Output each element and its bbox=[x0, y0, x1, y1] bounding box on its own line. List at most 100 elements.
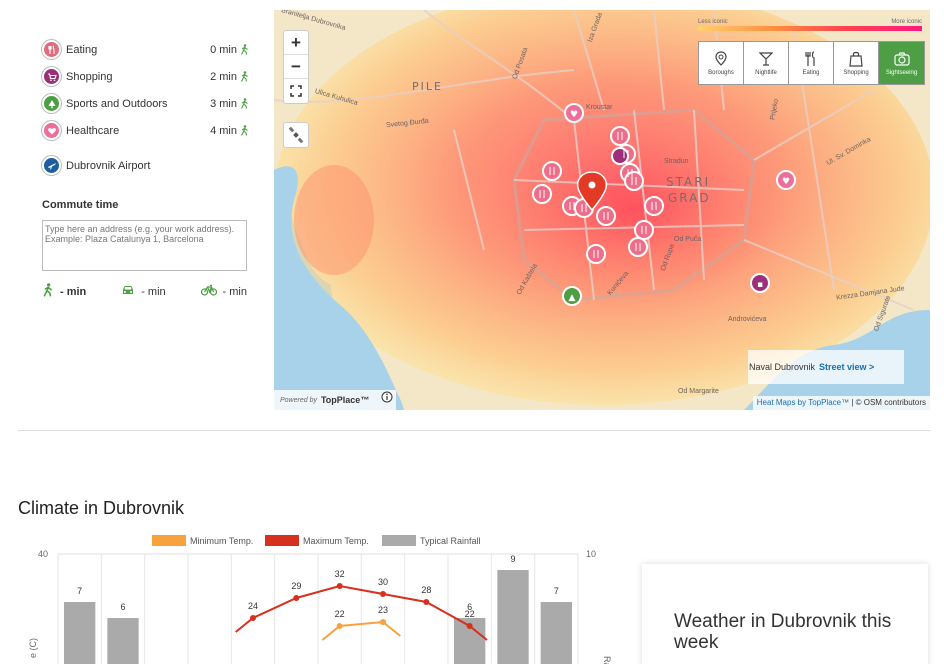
place-label-grad: GRAD bbox=[668, 191, 711, 205]
poi-markers[interactable]: ♥ ♥ ▲ ▪ bbox=[532, 103, 796, 306]
category-sightseeing[interactable]: Sightseeing bbox=[879, 42, 924, 84]
airport-row[interactable]: Dubrovnik Airport bbox=[42, 152, 252, 179]
rainfall-data-label: 7 bbox=[554, 586, 559, 596]
airport-label: Dubrovnik Airport bbox=[66, 159, 151, 172]
min-temp-point bbox=[336, 623, 343, 629]
max-temp-point bbox=[336, 583, 343, 589]
rainfall-bar bbox=[497, 570, 529, 664]
street-view-link[interactable]: Street view > bbox=[819, 362, 875, 372]
fullscreen-icon bbox=[290, 85, 302, 97]
street-view-place: Naval Dubrovnik bbox=[749, 362, 816, 372]
legend-label: Maximum Temp. bbox=[303, 536, 369, 546]
rainfall-data-label: 6 bbox=[467, 602, 472, 612]
max-temp-data-label: 30 bbox=[378, 577, 388, 587]
category-boroughs[interactable]: Boroughs bbox=[699, 42, 744, 84]
street-label: Androvićeva bbox=[728, 316, 767, 323]
category-label: Boroughs bbox=[708, 69, 734, 76]
heatmaps-link[interactable]: Heat Maps by TopPlace™ bbox=[756, 398, 850, 407]
heat-map[interactable]: ♥ ♥ ▲ ▪ bbox=[274, 10, 930, 410]
street-label: Od Margarite bbox=[678, 388, 719, 395]
legend-label: Typical Rainfall bbox=[420, 536, 481, 546]
rainfall-data-label: 6 bbox=[120, 602, 125, 612]
cart-icon bbox=[42, 67, 61, 86]
poi-label: Shopping bbox=[66, 70, 113, 83]
svg-text:♥: ♥ bbox=[570, 110, 578, 120]
max-temp-data-label: 32 bbox=[335, 569, 345, 579]
y-right-tick: 10 bbox=[586, 549, 596, 559]
walk-icon bbox=[42, 283, 60, 300]
satellite-icon bbox=[288, 127, 304, 143]
legend-swatch bbox=[382, 535, 416, 546]
satellite-toggle-button[interactable] bbox=[283, 122, 309, 148]
info-icon[interactable] bbox=[381, 391, 393, 403]
climate-title: Climate in Dubrovnik bbox=[18, 498, 185, 518]
max-temp-point bbox=[293, 595, 300, 601]
min-temp-point bbox=[380, 619, 386, 625]
heat-legend: Less iconic More iconic bbox=[698, 19, 922, 31]
commute-walk[interactable]: - min bbox=[42, 283, 86, 300]
section-divider bbox=[18, 430, 930, 431]
category-nightlife[interactable]: Nightlife bbox=[744, 42, 789, 84]
svg-text:♥: ♥ bbox=[782, 177, 790, 187]
min-temp-line bbox=[321, 620, 401, 641]
powered-by: Powered by TopPlace™ bbox=[274, 390, 396, 410]
max-temp-data-label: 24 bbox=[248, 601, 258, 611]
osm-link[interactable]: | © OSM contributors bbox=[849, 398, 926, 407]
category-label: Eating bbox=[802, 69, 820, 76]
weather-title: Weather in Dubrovnik this week bbox=[674, 611, 892, 653]
street-label: Stradun bbox=[664, 158, 689, 165]
fork-knife-icon bbox=[42, 40, 61, 59]
category-label: Sightseeing bbox=[885, 69, 918, 76]
fullscreen-button[interactable] bbox=[284, 79, 308, 103]
y-right-axis-label: Ra bbox=[602, 656, 612, 664]
walk-icon bbox=[240, 125, 252, 136]
tree-icon bbox=[42, 94, 61, 113]
street-view-card: Naval Dubrovnik Street view > bbox=[748, 350, 904, 384]
poi-list: Eating 0 min Shopping 2 min Sports and O… bbox=[42, 36, 252, 144]
poi-time: 0 min bbox=[210, 43, 237, 56]
commute-bike[interactable]: - min bbox=[200, 283, 247, 300]
poi-row-healthcare[interactable]: Healthcare 4 min bbox=[42, 117, 252, 144]
category-shopping[interactable]: Shopping bbox=[834, 42, 879, 84]
camera-icon bbox=[893, 51, 910, 66]
commute-car[interactable]: - min bbox=[121, 283, 166, 300]
cocktail-icon bbox=[759, 51, 773, 66]
heart-icon bbox=[42, 121, 61, 140]
commute-title: Commute time bbox=[42, 199, 119, 211]
commute-address-input[interactable] bbox=[42, 220, 247, 271]
zoom-control: + − bbox=[283, 30, 309, 104]
rainfall-bar bbox=[540, 602, 572, 664]
category-label: Nightlife bbox=[755, 69, 777, 76]
max-temp-point bbox=[380, 591, 386, 597]
poi-row-shopping[interactable]: Shopping 2 min bbox=[42, 63, 252, 90]
climate-chart: Minimum Temp. Maximum Temp. Typical Rainfa… bbox=[28, 535, 612, 664]
place-label-pile: PILE bbox=[412, 80, 443, 93]
bike-time: - min bbox=[222, 285, 247, 298]
poi-row-sports[interactable]: Sports and Outdoors 3 min bbox=[42, 90, 252, 117]
powered-by-brand[interactable]: TopPlace™ bbox=[320, 395, 370, 405]
max-temp-point bbox=[250, 615, 256, 621]
zoom-out-button[interactable]: − bbox=[284, 55, 308, 79]
poi-row-eating[interactable]: Eating 0 min bbox=[42, 36, 252, 63]
poi-label: Eating bbox=[66, 43, 98, 56]
location-pin-icon[interactable] bbox=[576, 171, 608, 212]
max-temp-data-label: 29 bbox=[291, 581, 301, 591]
poi-time: 3 min bbox=[210, 97, 237, 110]
max-temp-line bbox=[235, 584, 488, 641]
max-temp-data-label: 22 bbox=[465, 609, 475, 619]
rainfall-data-label: 7 bbox=[77, 586, 82, 596]
bike-icon bbox=[200, 284, 223, 299]
walk-time: - min bbox=[60, 285, 87, 298]
place-label-stari: STARI bbox=[666, 175, 711, 189]
car-icon bbox=[121, 284, 141, 299]
street-label: Kroustar bbox=[586, 104, 613, 111]
poi-time: 4 min bbox=[210, 124, 237, 137]
y-left-axis-label: e (C) bbox=[28, 638, 38, 658]
zoom-in-button[interactable]: + bbox=[284, 31, 308, 55]
category-label: Shopping bbox=[843, 69, 869, 76]
legend-more-label: More iconic bbox=[891, 19, 922, 25]
rainfall-bar bbox=[107, 618, 139, 664]
rainfall-bar bbox=[64, 602, 96, 664]
location-icon bbox=[715, 50, 727, 66]
category-eating[interactable]: Eating bbox=[789, 42, 834, 84]
